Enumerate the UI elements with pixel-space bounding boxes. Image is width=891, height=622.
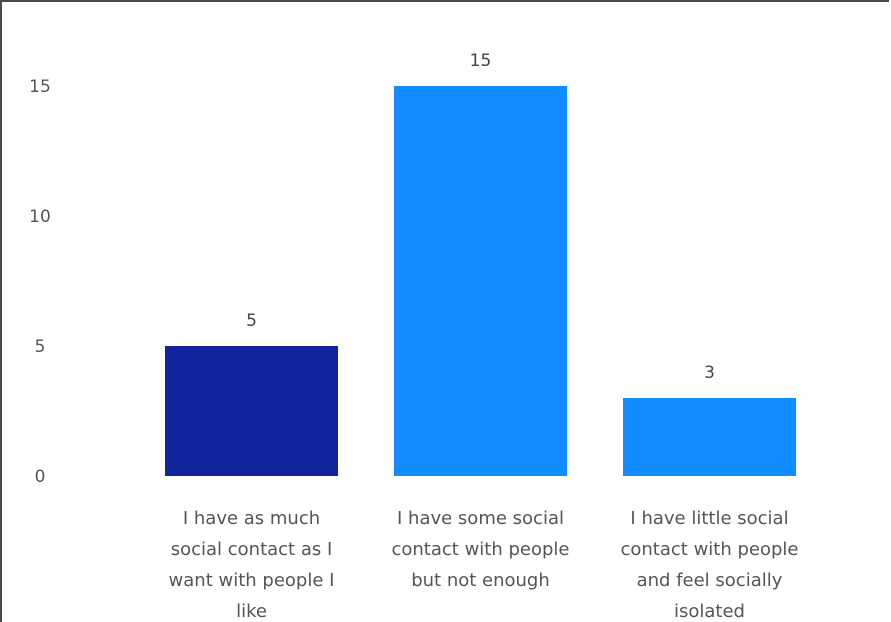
bar: [394, 86, 567, 476]
category-label: I have little social: [630, 508, 788, 529]
category-label: and feel socially: [637, 570, 783, 591]
category-label: social contact as I: [171, 539, 333, 560]
y-axis: 0 5 10 15: [29, 77, 51, 487]
category-label: but not enough: [411, 570, 550, 591]
data-label: 5: [246, 311, 257, 331]
category-label: like: [236, 601, 267, 622]
category-label: contact with people: [620, 539, 798, 560]
data-label: 15: [470, 51, 492, 71]
y-tick-label: 0: [35, 467, 46, 487]
data-labels: 5 15 3: [246, 51, 715, 383]
y-tick-label: 5: [35, 337, 46, 357]
category-label: isolated: [674, 601, 745, 622]
bar: [623, 398, 796, 476]
data-label: 3: [704, 363, 715, 383]
x-axis: I have as much social contact as I want wi…: [169, 508, 799, 622]
y-tick-label: 10: [29, 207, 51, 227]
category-label: want with people I: [169, 570, 335, 591]
y-tick-label: 15: [29, 77, 51, 97]
bars: [165, 86, 796, 476]
category-label: I have some social: [397, 508, 564, 529]
category-label: I have as much: [183, 508, 320, 529]
bar: [165, 346, 338, 476]
category-label: contact with people: [391, 539, 569, 560]
